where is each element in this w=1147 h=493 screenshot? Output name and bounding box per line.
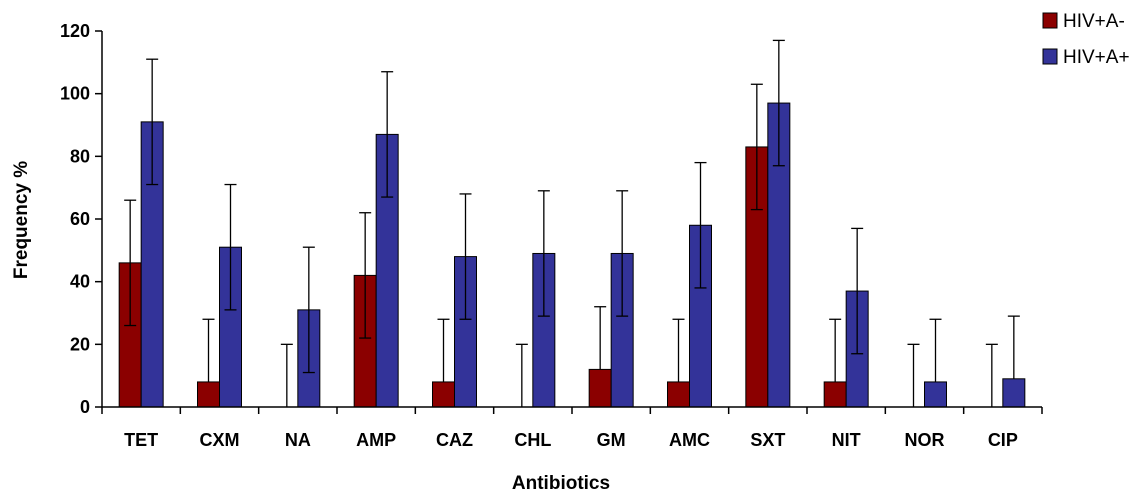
legend-label: HIV+A- — [1063, 11, 1125, 32]
x-axis-title: Antibiotics — [512, 473, 610, 493]
x-tick-label: SXT — [750, 430, 785, 450]
bar — [432, 381, 455, 408]
y-tick-label: 100 — [60, 84, 90, 104]
bar — [197, 381, 220, 408]
bar — [823, 381, 847, 408]
x-tick-label: NOR — [905, 430, 945, 450]
bar — [667, 381, 690, 408]
y-axis: 0 20 40 60 80 100 120 — [60, 21, 103, 417]
y-tick-label: 40 — [70, 272, 90, 292]
y-tick-label: 120 — [60, 21, 90, 41]
x-tick-label: AMP — [356, 430, 396, 450]
x-tick-label: NA — [285, 430, 311, 450]
y-tick-label: 0 — [80, 397, 90, 417]
x-tick-label: CHL — [514, 430, 551, 450]
y-tick-label: 60 — [70, 209, 90, 229]
x-axis: TET CXM NA AMP CAZ CHL GM AMC SXT NIT NOR CIP — [101, 406, 1043, 450]
bar — [1002, 378, 1026, 408]
x-tick-label: GM — [597, 430, 626, 450]
legend-label: HIV+A+ — [1063, 47, 1130, 68]
x-tick-label: CXM — [200, 430, 240, 450]
y-tick-label: 20 — [70, 334, 90, 354]
bar — [588, 368, 612, 408]
legend-swatch — [1042, 12, 1058, 29]
plot-area — [118, 39, 1026, 408]
x-tick-label: TET — [124, 430, 158, 450]
x-tick-label: NIT — [832, 430, 861, 450]
legend: HIV+A- HIV+A+ — [1042, 11, 1130, 68]
legend-swatch — [1042, 48, 1058, 65]
x-tick-label: AMC — [669, 430, 710, 450]
x-tick-label: CIP — [988, 430, 1018, 450]
y-tick-label: 80 — [70, 146, 90, 166]
bar — [924, 381, 947, 408]
x-tick-label: CAZ — [436, 430, 473, 450]
y-axis-title: Frequency % — [11, 161, 32, 279]
